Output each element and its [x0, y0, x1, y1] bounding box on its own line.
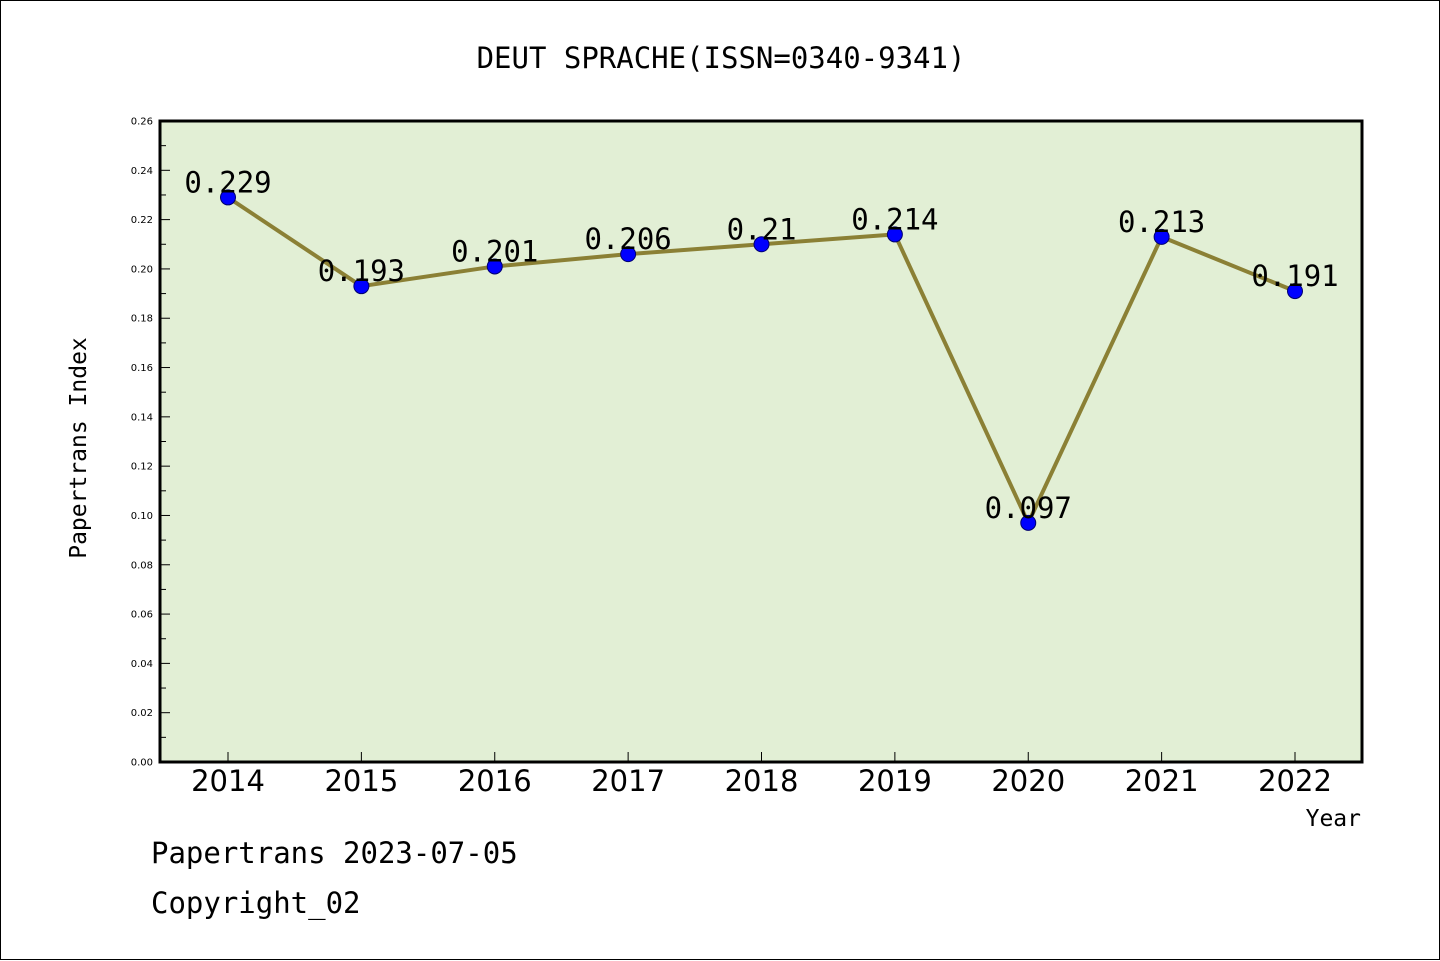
data-label: 0.206 — [584, 222, 671, 256]
data-label: 0.193 — [318, 254, 405, 288]
data-point — [353, 278, 370, 295]
x-tick-label: 2022 — [1258, 764, 1332, 798]
data-point — [620, 246, 637, 263]
data-point — [753, 236, 770, 253]
y-tick-label: 0.18 — [131, 314, 153, 325]
data-label: 0.097 — [985, 491, 1072, 525]
data-label: 0.191 — [1251, 259, 1338, 293]
x-tick-label: 2020 — [991, 764, 1065, 798]
y-axis-label: Papertrans Index — [66, 337, 92, 559]
x-tick-label: 2018 — [725, 764, 799, 798]
data-label: 0.214 — [851, 202, 938, 236]
y-tick-label: 0.26 — [131, 117, 153, 128]
x-tick-label: 2016 — [458, 764, 532, 798]
y-tick-label: 0.20 — [131, 264, 153, 275]
footer-copyright-text: Copyright_02 — [151, 886, 361, 920]
x-tick-label: 2021 — [1125, 764, 1199, 798]
y-tick-label: 0.14 — [131, 412, 153, 423]
data-point — [1287, 283, 1303, 300]
data-label: 0.213 — [1118, 205, 1205, 239]
y-tick-label: 0.22 — [131, 215, 153, 226]
y-tick-label: 0.06 — [131, 610, 153, 621]
data-point — [886, 226, 903, 243]
series-layer — [220, 189, 1303, 531]
data-labels: 0.229 0.193 0.201 0.206 0.21 0.214 0.097 0.213 0… — [184, 165, 1338, 524]
y-tick-label: 0.02 — [131, 708, 153, 719]
data-point — [1153, 228, 1170, 245]
y-tick-label: 0.24 — [131, 166, 153, 177]
y-axis: 0.00 0.02 0.04 0.06 0.08 0.10 0.12 0.14 0.16 0.18… — [131, 117, 170, 769]
y-tick-label: 0.12 — [131, 462, 153, 473]
data-label: 0.21 — [727, 212, 797, 246]
y-tick-label: 0.04 — [131, 659, 153, 670]
x-tick-label: 2015 — [324, 764, 398, 798]
data-point — [220, 189, 236, 206]
y-tick-label: 0.16 — [131, 363, 153, 374]
footer-date-text: Papertrans 2023-07-05 — [151, 836, 518, 870]
data-label: 0.201 — [451, 234, 538, 268]
x-tick-label: 2014 — [191, 764, 265, 798]
x-tick-label: 2019 — [858, 764, 932, 798]
y-tick-label: 0.10 — [131, 511, 153, 522]
plot-area — [158, 119, 1364, 764]
y-tick-label: 0.08 — [131, 560, 153, 571]
y-tick-label: 0.00 — [131, 758, 153, 769]
data-point — [1020, 514, 1037, 531]
x-axis: 2014 2015 2016 2017 2018 2019 2020 2021 2022 — [191, 752, 1332, 798]
chart-title: DEUT SPRACHE(ISSN=0340-9341) — [477, 41, 966, 75]
x-axis-label: Year — [1306, 806, 1361, 832]
x-tick-label: 2017 — [591, 764, 665, 798]
data-point — [486, 258, 503, 275]
data-label: 0.229 — [184, 165, 271, 199]
